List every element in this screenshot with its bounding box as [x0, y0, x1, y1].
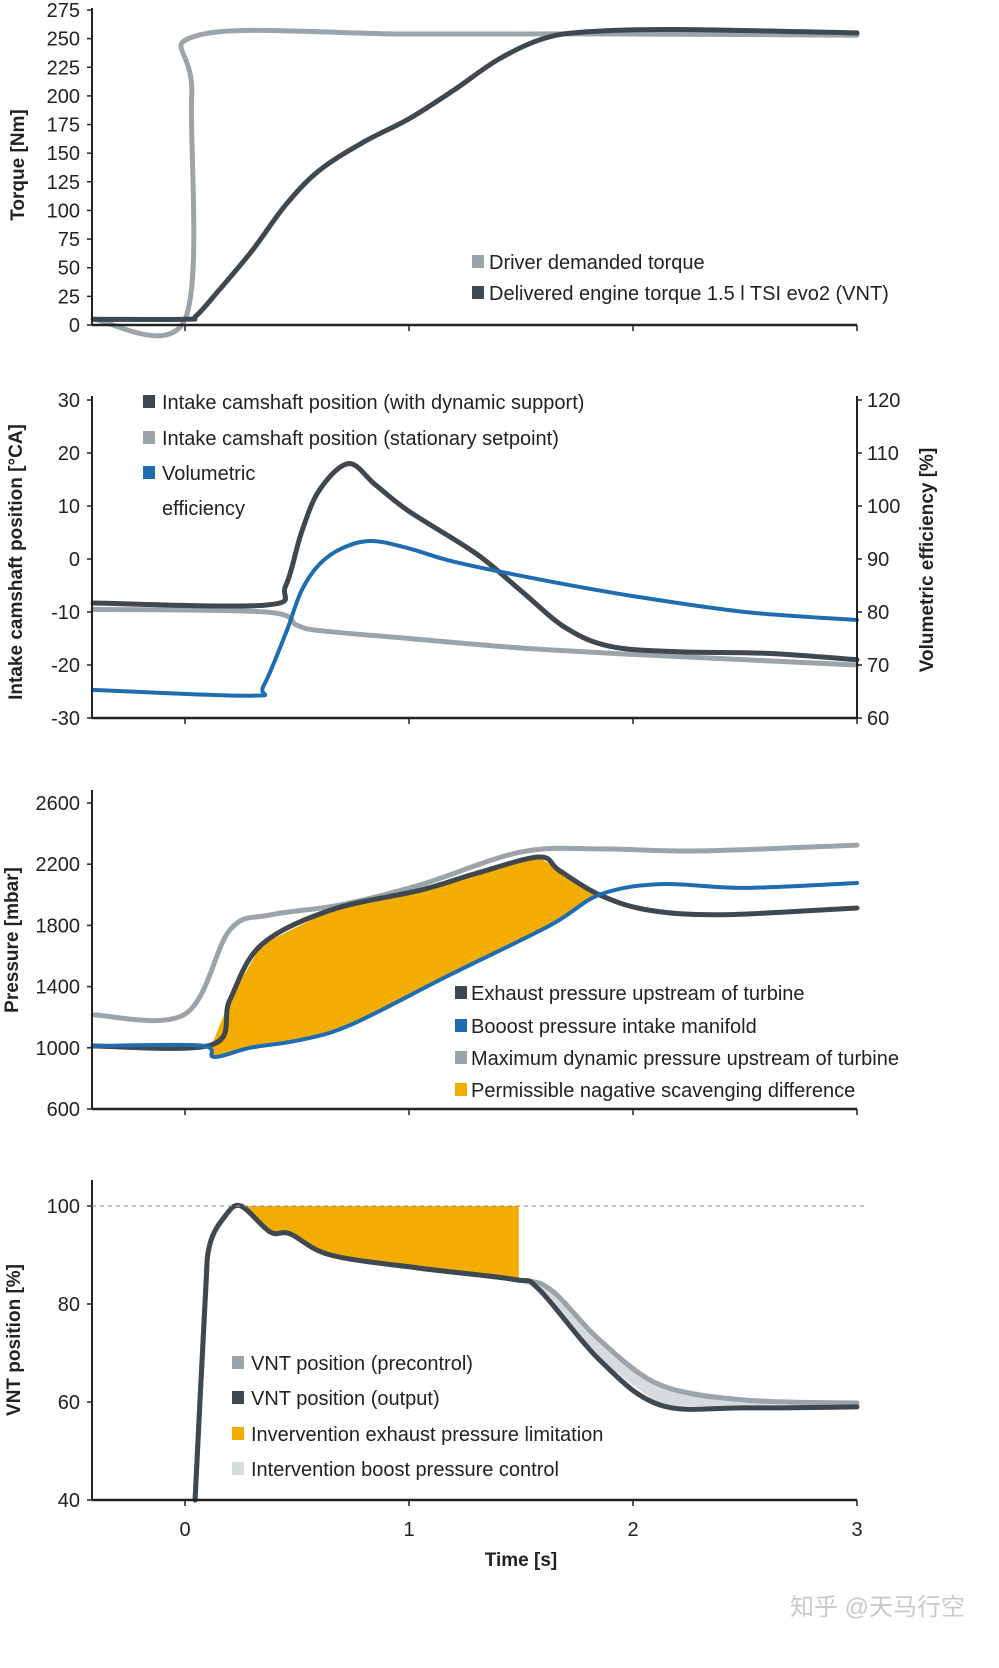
fill-area [211, 857, 600, 1057]
legends: Driver demanded torque Delivered engine t… [143, 252, 899, 1481]
y-tick-label: 30 [58, 390, 80, 412]
y-axis-label-camshaft: Intake camshaft position [°CA] [6, 424, 27, 700]
y-tick-label: 20 [58, 443, 80, 465]
y-tick-label: 100 [47, 200, 80, 222]
legend-label: Intake camshaft position (stationary set… [162, 428, 559, 450]
x-tick-label: 1 [403, 1519, 414, 1541]
x-axis-label-time: Time [s] [485, 1550, 558, 1571]
y-tick-label: 225 [47, 57, 80, 79]
y-tick-label: 0 [69, 549, 80, 571]
y-tick-label: 60 [58, 1392, 80, 1414]
series-lines [90, 26, 860, 1503]
legend-label: efficiency [162, 498, 245, 520]
y-tick-label: 75 [58, 229, 80, 251]
legend-swatch [232, 1462, 244, 1475]
legend-label: Driver demanded torque [489, 252, 705, 274]
y-tick-label: 600 [47, 1099, 80, 1121]
series-line [90, 842, 860, 1024]
legend-swatch [455, 1083, 467, 1096]
series-line [91, 881, 859, 1059]
y-axis-label-pressure: Pressure [mbar] [2, 867, 23, 1013]
y-tick-label: -30 [51, 708, 80, 730]
y-tick-label: 175 [47, 115, 80, 137]
series-line [90, 461, 860, 663]
y-axis-label-volumetric-efficiency: Volumetric efficiency [%] [917, 448, 938, 673]
y-tick-label: -20 [51, 655, 80, 677]
legend-label: Maximum dynamic pressure upstream of tur… [471, 1048, 899, 1070]
fill-areas [211, 857, 857, 1408]
legend-label: Intervention boost pressure control [251, 1459, 559, 1481]
series-line [91, 538, 859, 698]
legend-label: Permissible nagative scavenging differen… [471, 1080, 855, 1102]
series-line [90, 26, 860, 323]
fill-area [514, 1279, 857, 1408]
y-tick-label: 125 [47, 172, 80, 194]
y2-tick-label: 60 [867, 708, 889, 730]
y-tick-label: 0 [69, 315, 80, 337]
y-tick-label: 275 [47, 0, 80, 22]
y-tick-label: 250 [47, 29, 80, 51]
watermark: 知乎 @天马行空 [790, 1594, 965, 1621]
y2-tick-label: 110 [867, 443, 899, 465]
fill-area [245, 1206, 519, 1282]
y-tick-label: 10 [58, 496, 80, 518]
y-tick-label: 200 [47, 86, 80, 108]
y-tick-label: 1400 [36, 977, 81, 999]
legend-label: Volumetric [162, 463, 255, 485]
legend-swatch [472, 286, 484, 299]
legend-swatch [143, 466, 155, 479]
legend-swatch [472, 255, 484, 268]
y-tick-label: -10 [51, 602, 80, 624]
y-tick-label: 80 [58, 1294, 80, 1316]
legend-swatch [143, 395, 155, 408]
legend-label: VNT position (precontrol) [251, 1353, 473, 1375]
legend-swatch [455, 1019, 467, 1032]
legend-swatch [143, 431, 155, 444]
legend-label: Invervention exhaust pressure limitation [251, 1424, 603, 1446]
y-tick-label: 50 [58, 258, 80, 280]
series-line [90, 854, 860, 1051]
y2-tick-label: 90 [867, 549, 889, 571]
legend-swatch [232, 1391, 244, 1404]
y-tick-label: 100 [47, 1196, 80, 1218]
y-tick-label: 1800 [36, 915, 81, 937]
axes: 0255075100125150175200225250275-30-20-10… [36, 0, 901, 1541]
y-tick-label: 2200 [36, 854, 81, 876]
legend-label: Exhaust pressure upstream of turbine [471, 983, 805, 1005]
y-tick-label: 25 [58, 286, 80, 308]
y-tick-label: 40 [58, 1490, 80, 1512]
y-tick-label: 1000 [36, 1038, 81, 1060]
series-line [192, 1202, 860, 1503]
series-line [90, 606, 860, 668]
y2-tick-label: 100 [867, 496, 900, 518]
y-tick-label: 2600 [36, 793, 81, 815]
y-axis-label-vnt: VNT position [%] [4, 1264, 25, 1416]
legend-swatch [232, 1356, 244, 1369]
legend-label: Delivered engine torque 1.5 l TSI evo2 (… [489, 283, 889, 305]
y2-tick-label: 80 [867, 602, 889, 624]
y2-tick-label: 70 [867, 655, 889, 677]
x-tick-label: 0 [179, 1519, 190, 1541]
y2-tick-label: 120 [867, 390, 900, 412]
legend-label: Intake camshaft position (with dynamic s… [162, 392, 584, 414]
x-tick-label: 2 [627, 1519, 638, 1541]
legend-swatch [455, 1051, 467, 1064]
x-tick-label: 3 [851, 1519, 862, 1541]
y-tick-label: 150 [47, 143, 80, 165]
series-line [90, 27, 860, 339]
legend-label: Booost pressure intake manifold [471, 1016, 757, 1038]
y-axis-label-torque: Torque [Nm] [8, 109, 29, 221]
legend-swatch [455, 986, 467, 999]
legend-swatch [232, 1427, 244, 1440]
legend-label: VNT position (output) [251, 1388, 440, 1410]
